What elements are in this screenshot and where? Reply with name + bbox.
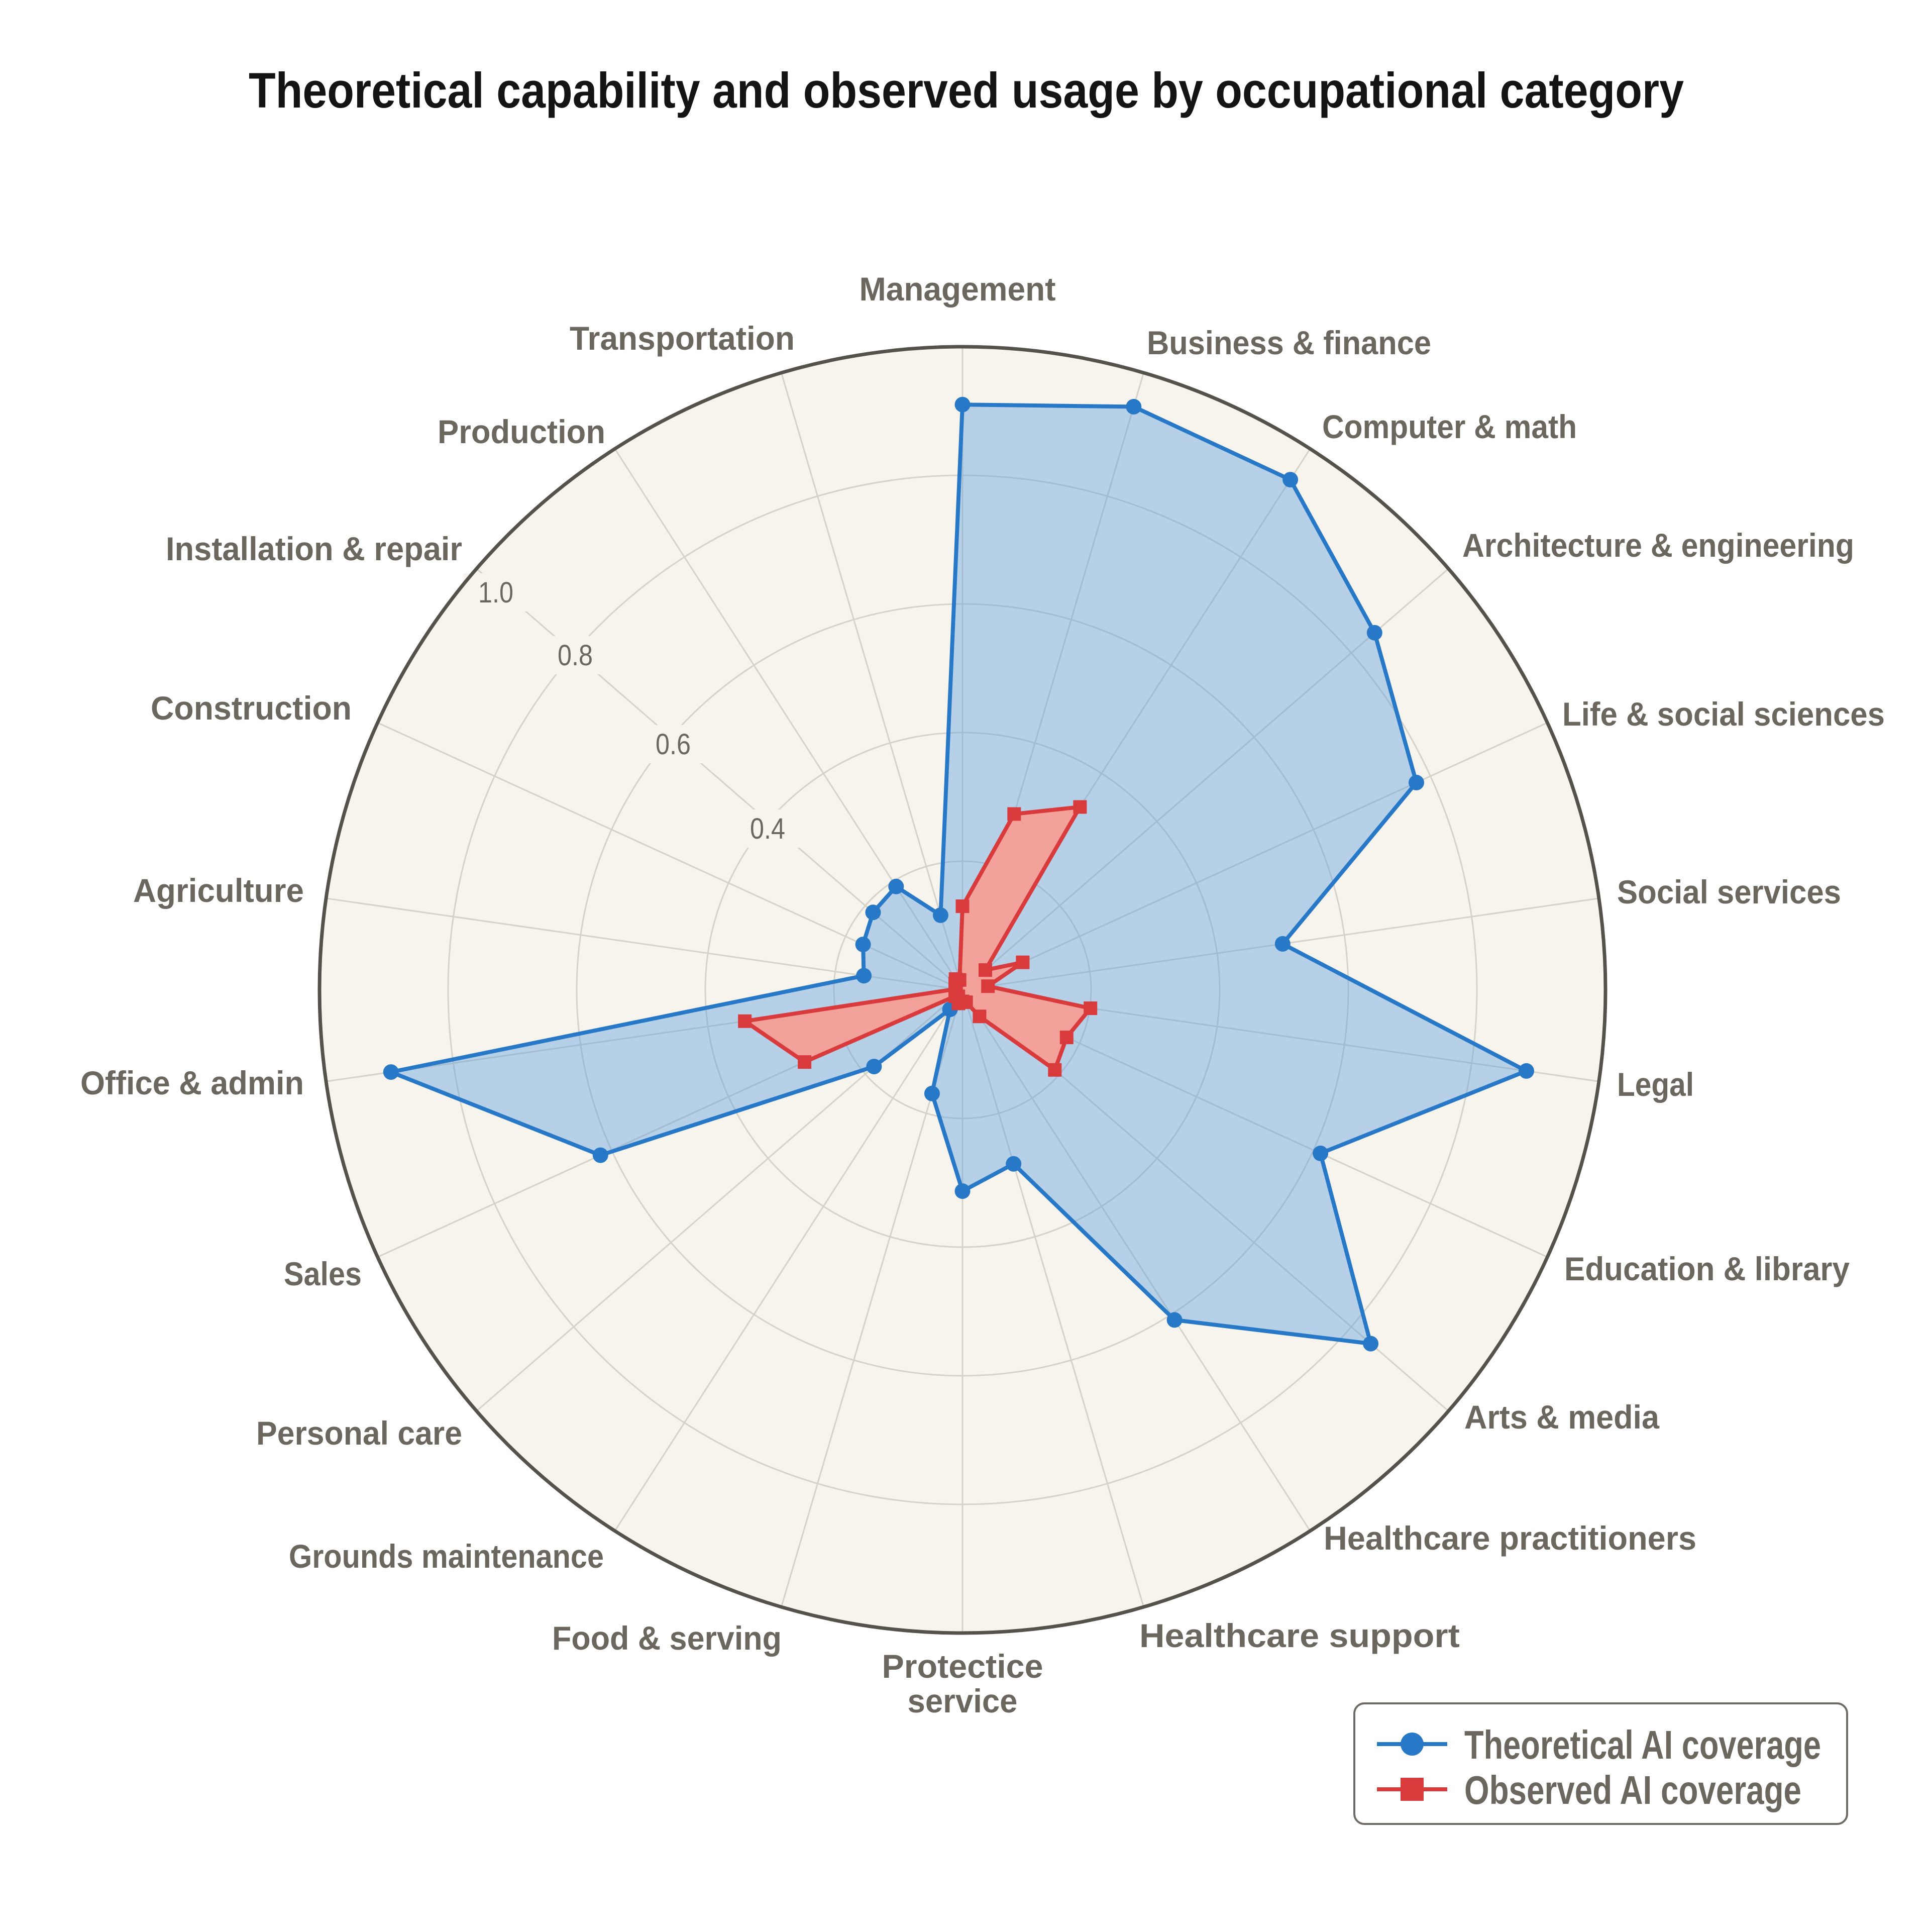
svg-text:Social services: Social services xyxy=(1617,873,1841,910)
svg-text:Installation & repair: Installation & repair xyxy=(166,530,462,567)
svg-text:Grounds maintenance: Grounds maintenance xyxy=(289,1538,604,1575)
svg-text:1.0: 1.0 xyxy=(478,576,513,609)
svg-text:Healthcare practitioners: Healthcare practitioners xyxy=(1324,1519,1696,1557)
svg-text:Computer & math: Computer & math xyxy=(1322,408,1577,445)
svg-text:Theoretical AI coverage: Theoretical AI coverage xyxy=(1464,1722,1821,1767)
svg-text:service: service xyxy=(908,1682,1018,1719)
svg-text:Sales: Sales xyxy=(284,1255,362,1292)
svg-text:Life & social sciences: Life & social sciences xyxy=(1562,695,1885,733)
svg-text:Agriculture: Agriculture xyxy=(133,872,304,909)
svg-text:Theoretical capability and obs: Theoretical capability and observed usag… xyxy=(249,62,1684,118)
svg-text:Office & admin: Office & admin xyxy=(80,1064,304,1101)
svg-text:0.4: 0.4 xyxy=(750,812,785,845)
svg-text:Healthcare support: Healthcare support xyxy=(1139,1617,1460,1654)
svg-text:Architecture & engineering: Architecture & engineering xyxy=(1462,527,1854,564)
svg-text:Business & finance: Business & finance xyxy=(1147,324,1431,361)
svg-text:Food & serving: Food & serving xyxy=(552,1619,782,1657)
svg-text:Production: Production xyxy=(438,413,605,450)
svg-text:Observed AI coverage: Observed AI coverage xyxy=(1464,1768,1801,1812)
svg-text:Arts & media: Arts & media xyxy=(1464,1398,1660,1436)
svg-text:Personal care: Personal care xyxy=(256,1414,462,1452)
svg-text:Management: Management xyxy=(860,270,1056,308)
svg-text:Legal: Legal xyxy=(1617,1066,1694,1103)
svg-text:0.6: 0.6 xyxy=(656,728,691,761)
svg-text:Protectice: Protectice xyxy=(882,1648,1043,1685)
svg-text:Transportation: Transportation xyxy=(570,320,795,357)
svg-text:Education & library: Education & library xyxy=(1564,1250,1850,1287)
svg-text:0.8: 0.8 xyxy=(558,639,593,672)
svg-text:Construction: Construction xyxy=(151,689,352,727)
